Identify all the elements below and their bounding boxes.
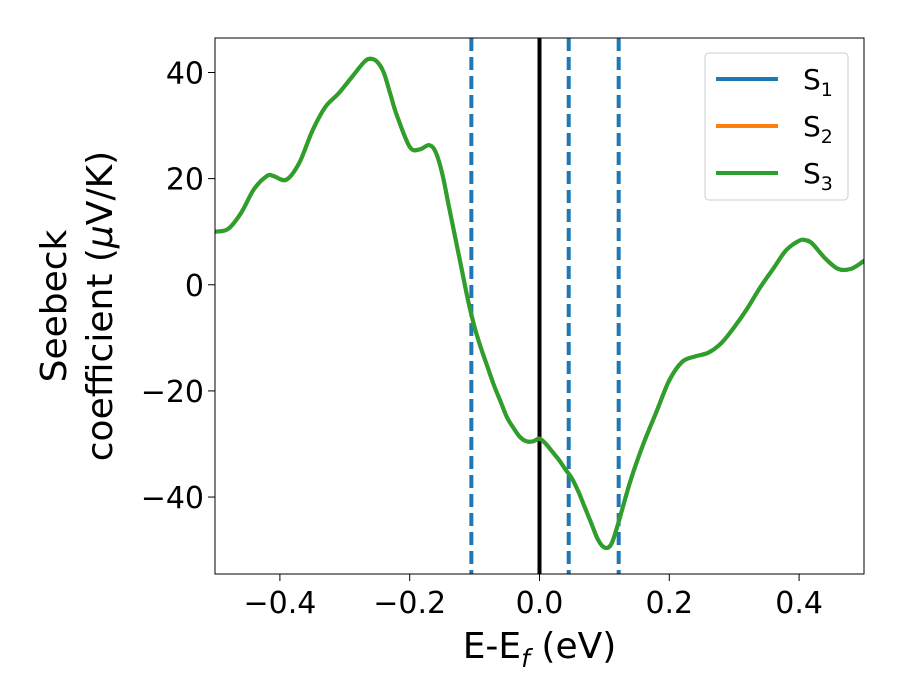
x-tick-label: −0.2 [373,586,446,621]
y-tick-label: −40 [141,481,204,516]
x-tick-label: 0.2 [645,586,693,621]
x-tick-label: −0.4 [243,586,316,621]
x-tick-label: 0.4 [775,586,823,621]
y-tick-label: −20 [141,375,204,410]
x-tick-label: 0.0 [516,586,564,621]
y-axis-label-line1: Seebeck [34,229,75,382]
y-axis-label-line2: coefficient (μV/K) [80,151,121,461]
y-tick-label: 20 [166,163,204,198]
series-line-s3 [215,56,864,550]
legend-label-s2: S2 [803,110,833,148]
legend-label-s3: S3 [803,157,833,195]
legend: S1 S2 S3 [704,52,849,201]
y-tick-label: 40 [166,56,204,91]
legend-label-s1: S1 [803,63,833,101]
y-tick-label: 0 [185,269,204,304]
x-axis-label: E-Ef (eV) [463,626,617,673]
